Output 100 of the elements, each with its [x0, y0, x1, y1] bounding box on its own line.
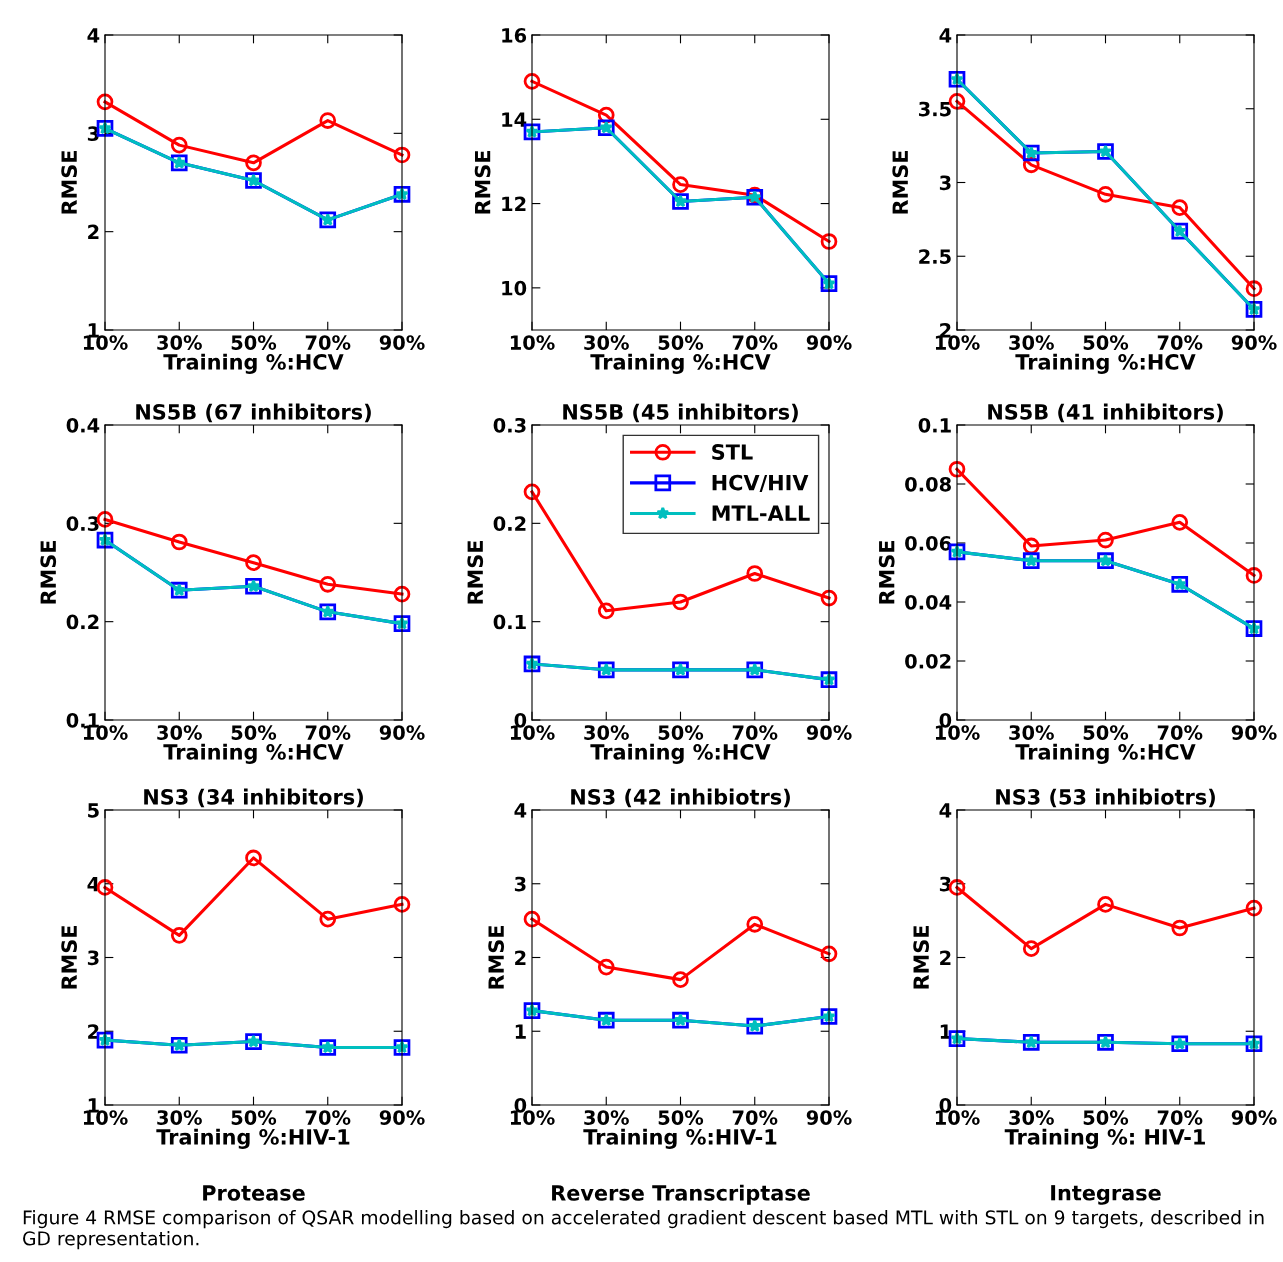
y-axis-title: RMSE	[892, 151, 909, 214]
y-axis-title: RMSE	[61, 151, 78, 214]
point	[746, 565, 764, 582]
x-tick-label: 30%	[584, 725, 629, 740]
point	[523, 483, 541, 501]
x-tick-label: 30%	[584, 335, 629, 350]
x-tick-label: 70%	[305, 1110, 351, 1125]
y-tick-label: 2	[940, 950, 951, 965]
y-tick-label: 4	[939, 803, 952, 818]
point	[1245, 899, 1263, 917]
point	[393, 146, 411, 164]
y-tick-label: 12	[502, 196, 526, 211]
chart-title: NS3 (53 inhibiotrs)	[996, 788, 1215, 808]
x-tick-label: 90%	[379, 335, 425, 350]
y-tick-label: 0.4	[66, 417, 100, 433]
y-tick-label: 10	[502, 280, 527, 296]
y-tick-label: 3.5	[919, 101, 951, 117]
y-axis-title: RMSE	[474, 151, 491, 214]
chart-title: NS5B (45 inhibitors)	[563, 403, 798, 423]
x-tick-label: 90%	[1231, 335, 1277, 350]
point	[319, 575, 337, 593]
y-axis-title: RMSE	[467, 541, 484, 604]
x-tick-label: 50%	[658, 725, 704, 740]
y-tick-label: 4	[514, 803, 527, 818]
chart-title: NS5B (67 inhibitors)	[136, 403, 371, 423]
y-axis-title: RMSE	[878, 541, 895, 604]
point	[1171, 199, 1189, 216]
x-tick-label: 30%	[1009, 335, 1054, 350]
point	[820, 233, 838, 250]
x-tick-label: 50%	[231, 1110, 277, 1125]
x-axis-title: Training %:HIV-1	[583, 1128, 777, 1150]
point	[672, 593, 689, 611]
point	[1245, 567, 1263, 584]
point	[1171, 514, 1189, 531]
x-tick-label: 10%	[510, 335, 555, 350]
point	[1022, 940, 1040, 957]
point	[393, 896, 411, 913]
point	[1097, 185, 1114, 203]
point	[948, 460, 966, 478]
legend-label: MTL-ALL	[712, 505, 810, 521]
x-axis-title: Training %:HCV	[1015, 353, 1196, 375]
point	[597, 602, 615, 620]
point	[1097, 531, 1114, 549]
x-tick-label: 30%	[157, 725, 202, 740]
y-tick-label: 3	[939, 175, 951, 191]
text: Reverse Transcriptase	[552, 1184, 810, 1205]
point	[393, 585, 411, 603]
y-tick-label: 0.02	[905, 653, 951, 669]
x-axis-title: Training %:HCV	[590, 353, 771, 375]
x-tick-label: 70%	[305, 725, 351, 740]
point	[170, 927, 188, 944]
text: Integrase	[1051, 1185, 1161, 1205]
y-tick-label: 0.1	[493, 614, 526, 630]
x-tick-label: 90%	[379, 725, 425, 740]
x-tick-label: 70%	[305, 335, 351, 350]
legend-label: STL	[712, 444, 753, 460]
y-axis-title: RMSE	[913, 926, 930, 989]
x-tick-label: 50%	[1083, 1110, 1129, 1125]
x-tick-label: 70%	[732, 335, 778, 350]
x-tick-label: 50%	[658, 335, 704, 350]
x-tick-label: 90%	[806, 725, 852, 740]
point	[523, 73, 541, 90]
y-tick-label: 2.5	[919, 249, 951, 264]
x-tick-label: 30%	[1009, 1110, 1054, 1125]
chart-title: NS3 (42 inhibiotrs)	[571, 788, 790, 808]
point	[245, 554, 262, 571]
point	[672, 971, 689, 988]
chart-title: NS3 (34 inhibitors)	[144, 788, 363, 808]
point	[820, 589, 838, 607]
x-tick-label: 90%	[806, 335, 852, 350]
text: Protease	[203, 1185, 305, 1201]
y-tick-label: 0.2	[493, 516, 526, 531]
x-tick-label: 70%	[732, 725, 778, 740]
caption: Figure 4 RMSE comparison of QSAR modelling based on accelerated gradient descent based MTL with STL on 9 targets, described in GD representation.	[23, 1210, 1264, 1250]
x-axis-title: Training %: HIV-1	[1004, 1128, 1205, 1150]
x-axis-title: Training %:HCV	[163, 353, 344, 375]
y-tick-label: 5	[88, 803, 99, 818]
x-tick-label: 90%	[379, 1110, 425, 1125]
point	[170, 136, 188, 154]
point	[245, 154, 262, 172]
y-tick-label: 0.08	[905, 476, 951, 492]
x-tick-label: 30%	[584, 1110, 629, 1125]
point	[746, 915, 764, 933]
x-tick-label: 70%	[1157, 1110, 1203, 1125]
x-tick-label: 90%	[1231, 725, 1277, 740]
point	[319, 112, 337, 129]
y-tick-label: 0.06	[905, 535, 952, 551]
y-tick-label: 3	[87, 950, 99, 966]
x-axis-title: Training %:HCV	[1015, 743, 1196, 765]
y-tick-label: 4	[87, 28, 100, 43]
y-tick-label: 16	[502, 27, 527, 43]
y-tick-label: 2	[88, 1024, 99, 1039]
point	[672, 176, 689, 193]
x-tick-label: 50%	[658, 1110, 704, 1125]
y-tick-label: 0.1	[918, 417, 951, 433]
chart-title: NS5B (41 inhibitors)	[988, 403, 1223, 423]
x-tick-label: 30%	[157, 1110, 202, 1125]
point	[96, 93, 114, 111]
y-tick-label: 1	[515, 1024, 526, 1039]
y-tick-label: 0.3	[493, 417, 526, 433]
